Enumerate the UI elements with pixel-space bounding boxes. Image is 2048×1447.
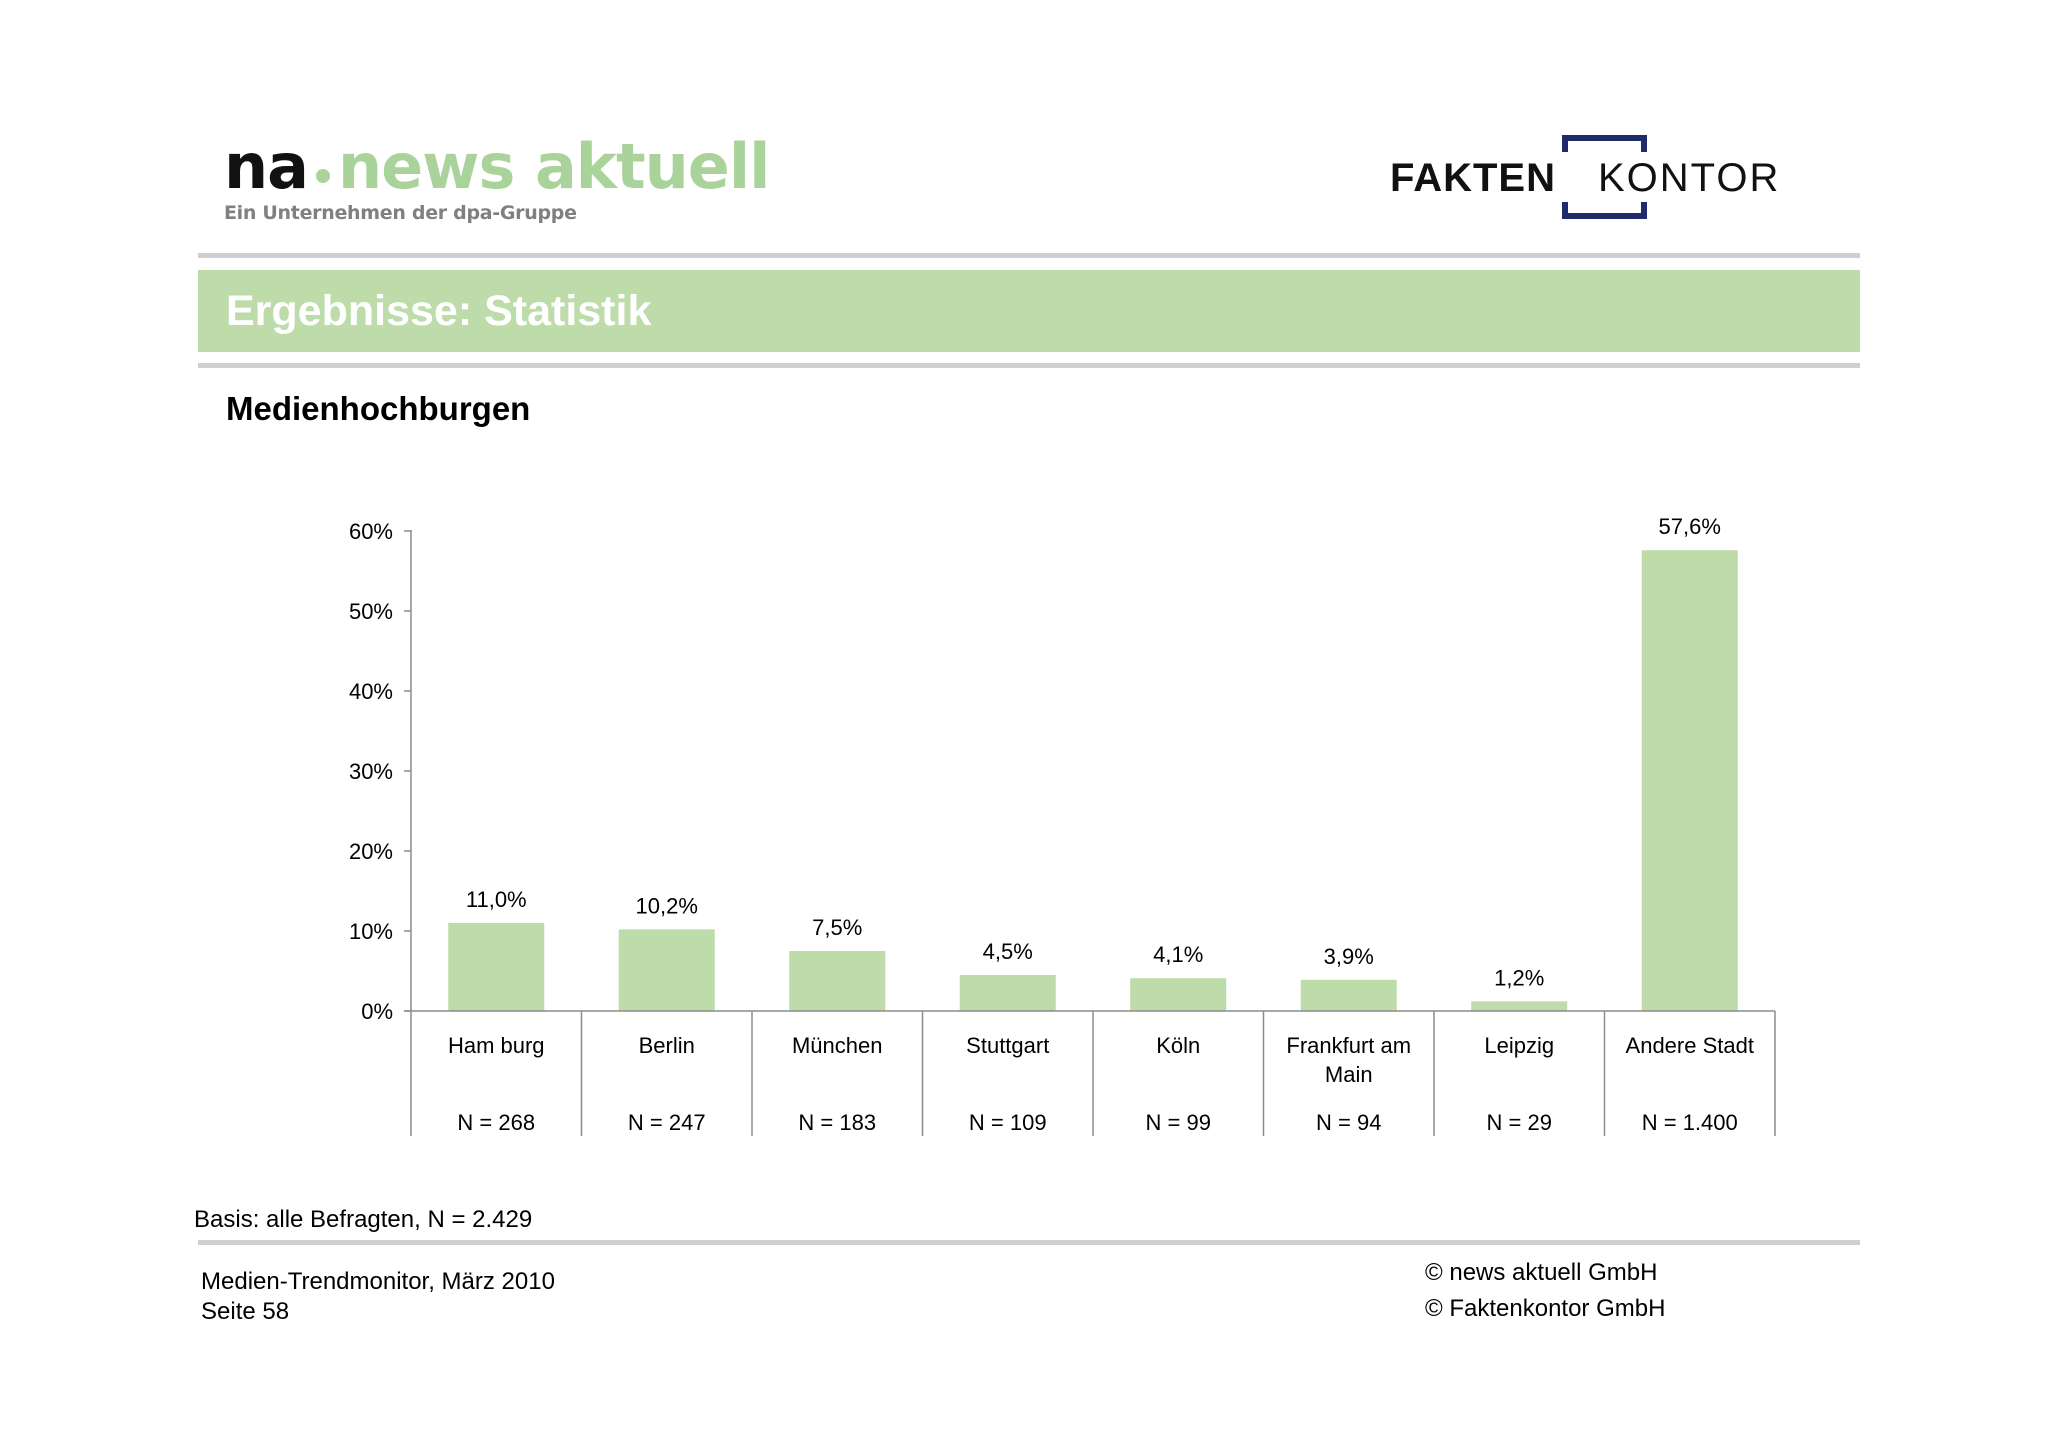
faktenkontor-logo-mark: FAKTEN KONTOR xyxy=(1390,135,1780,219)
value-label: 11,0% xyxy=(466,887,527,912)
logo-fakten-text: FAKTEN xyxy=(1390,156,1556,200)
footer-rule xyxy=(198,1240,1860,1245)
page-title: Ergebnisse: Statistik xyxy=(226,287,652,335)
bar-8 xyxy=(1641,550,1738,1011)
faktenkontor-logo: FAKTEN KONTOR xyxy=(1390,134,1810,220)
chart-subtitle: Medienhochburgen xyxy=(226,390,531,427)
bar-1 xyxy=(448,923,545,1011)
logo-kontor-text: KONTOR xyxy=(1598,156,1780,200)
value-label: 1,2% xyxy=(1494,965,1544,990)
category-label: Main xyxy=(1325,1062,1373,1087)
category-label: München xyxy=(792,1033,883,1058)
title-band: Ergebnisse: Statistik xyxy=(198,270,1860,352)
bar-6 xyxy=(1300,979,1397,1011)
n-label: N = 109 xyxy=(969,1110,1047,1135)
value-labels: 11,0% 10,2% 7,5% 4,5% 4,1% 3,9% 1,2% 57,6% xyxy=(466,514,1721,990)
logo-top-bracket-icon xyxy=(1562,135,1647,152)
category-label: Andere Stadt xyxy=(1626,1033,1754,1058)
value-label: 4,1% xyxy=(1153,942,1203,967)
copyright-news-aktuell: © news aktuell GmbH xyxy=(1425,1259,1658,1286)
bar-4 xyxy=(959,975,1056,1011)
footer-source: Medien-Trendmonitor, März 2010 Seite 58 xyxy=(201,1267,555,1327)
bar-5 xyxy=(1130,978,1227,1011)
n-label: N = 183 xyxy=(798,1110,876,1135)
category-label: Frankfurt am xyxy=(1286,1033,1411,1058)
bar-2 xyxy=(618,929,715,1011)
n-label: N = 29 xyxy=(1487,1110,1552,1135)
news-aktuell-logo: na news aktuell Ein Unternehmen der dpa-… xyxy=(224,130,770,225)
bar-3 xyxy=(789,951,886,1011)
n-label: N = 94 xyxy=(1316,1110,1381,1135)
header-rule-top xyxy=(198,253,1860,258)
value-label: 7,5% xyxy=(812,915,862,940)
y-tick-label: 20% xyxy=(349,839,393,864)
copyright-faktenkontor: © Faktenkontor GmbH xyxy=(1425,1295,1666,1322)
value-label: 4,5% xyxy=(983,939,1033,964)
y-tick-label: 10% xyxy=(349,919,393,944)
y-tick-label: 40% xyxy=(349,679,393,704)
footer-page-number: Seite 58 xyxy=(201,1298,290,1325)
n-label: N = 247 xyxy=(628,1110,706,1135)
footer-source-title: Medien-Trendmonitor, März 2010 xyxy=(201,1268,555,1295)
basis-note: Basis: alle Befragten, N = 2.429 xyxy=(194,1206,533,1233)
logo-news-text: news aktuell xyxy=(337,130,770,203)
value-label: 3,9% xyxy=(1324,944,1374,969)
logo-bottom-bracket-icon xyxy=(1562,202,1647,219)
category-label: Köln xyxy=(1156,1033,1200,1058)
y-tick-label: 60% xyxy=(349,519,393,544)
category-table: Ham burg N = 268 Berlin N = 247 München N = 1… xyxy=(404,1010,1776,1136)
n-label: N = 99 xyxy=(1146,1110,1211,1135)
category-label: Ham burg xyxy=(448,1033,545,1058)
header-rule-bottom xyxy=(198,363,1860,368)
category-label: Berlin xyxy=(639,1033,695,1058)
y-tick-label: 0% xyxy=(361,999,393,1024)
logo-tagline: Ein Unternehmen der dpa-Gruppe xyxy=(224,202,577,224)
bars xyxy=(448,550,1738,1011)
footer-copyright: © news aktuell GmbH © Faktenkontor GmbH xyxy=(1425,1255,1665,1327)
category-label: Leipzig xyxy=(1484,1033,1554,1058)
n-label: N = 1.400 xyxy=(1642,1110,1738,1135)
y-axis: 0% 10% 20% 30% 40% 50% 60% xyxy=(349,519,412,1136)
logo-dot-icon xyxy=(315,169,330,183)
y-tick-label: 50% xyxy=(349,599,393,624)
n-label: N = 268 xyxy=(457,1110,535,1135)
logo-na-text: na xyxy=(224,130,309,203)
value-label: 10,2% xyxy=(636,893,698,918)
bar-chart: 0% 10% 20% 30% 40% 50% 60% 11,0% 10,2% 7,5% 4,5% 4… xyxy=(349,514,1776,1136)
bar-7 xyxy=(1471,1001,1568,1011)
category-label: Stuttgart xyxy=(966,1033,1049,1058)
value-label: 57,6% xyxy=(1659,514,1721,539)
y-tick-label: 30% xyxy=(349,759,393,784)
